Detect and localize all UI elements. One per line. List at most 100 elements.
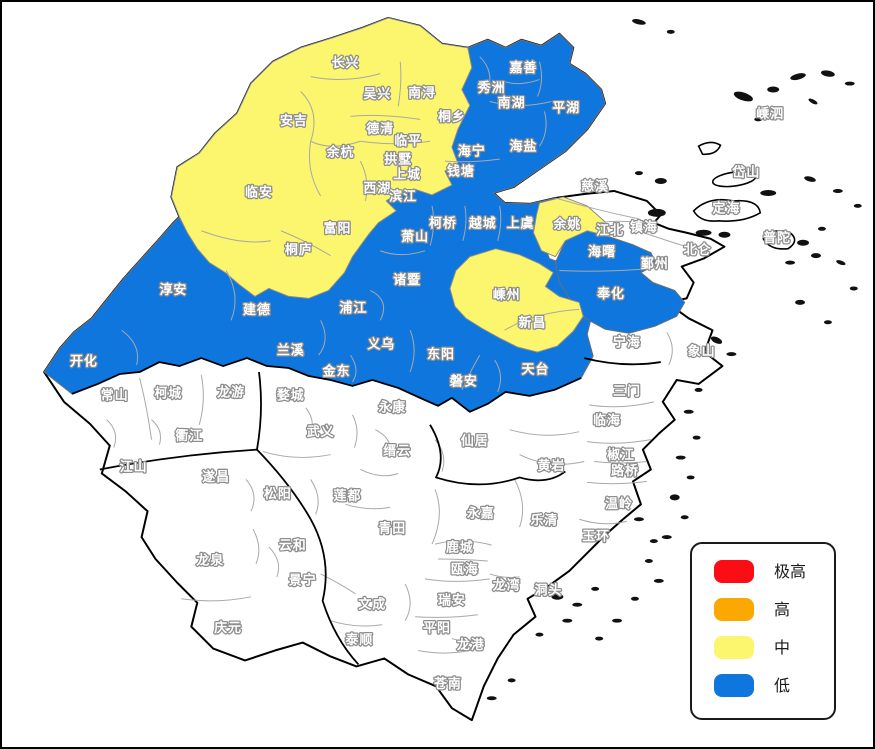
region-label: 拱墅 xyxy=(384,152,412,168)
region-label: 天台 xyxy=(522,362,550,378)
region-label: 鄞州 xyxy=(641,256,669,272)
region-label: 乐清 xyxy=(531,513,559,529)
legend-item-mid: 中 xyxy=(714,636,834,659)
region-label: 新昌 xyxy=(519,315,547,331)
region-label: 兰溪 xyxy=(277,343,305,359)
region-label: 柯城 xyxy=(155,385,183,401)
region-label: 青田 xyxy=(378,521,406,537)
region-label: 海宁 xyxy=(458,144,486,160)
region-label: 临平 xyxy=(394,133,422,149)
region-label: 黄岩 xyxy=(537,458,565,474)
region-label: 龙游 xyxy=(217,384,245,400)
region-label: 奉化 xyxy=(596,286,625,302)
region-label: 景宁 xyxy=(289,572,317,588)
legend-swatch-low xyxy=(714,674,754,697)
region-label: 开化 xyxy=(70,354,98,370)
region-label: 庆元 xyxy=(213,620,242,636)
region-label: 建德 xyxy=(243,302,271,318)
legend-item-extreme: 极高 xyxy=(714,560,834,583)
region-label: 平湖 xyxy=(552,101,580,116)
region-label: 婺城 xyxy=(276,387,305,403)
region-label: 缙云 xyxy=(382,443,411,459)
region-label: 安吉 xyxy=(280,113,308,129)
region-label: 诸暨 xyxy=(393,272,421,288)
region-medium-shengzhou-xinchang xyxy=(449,248,584,353)
region-label: 温岭 xyxy=(605,496,633,512)
region-label: 瓯海 xyxy=(451,561,479,577)
region-label: 遂昌 xyxy=(202,469,230,485)
region-label: 莲都 xyxy=(334,488,362,504)
region-label: 平阳 xyxy=(423,621,451,636)
region-label: 泰顺 xyxy=(344,632,373,648)
county-borders xyxy=(106,56,687,654)
legend-items: 极高高中低 xyxy=(714,560,834,697)
region-label: 龙泉 xyxy=(196,552,224,568)
region-label: 慈溪 xyxy=(581,179,609,195)
region-label: 普陀 xyxy=(763,230,791,246)
region-label: 洞头 xyxy=(534,582,562,598)
region-label: 松阳 xyxy=(264,486,292,502)
region-label: 浦江 xyxy=(340,300,368,316)
region-label: 苍南 xyxy=(433,676,462,692)
region-label: 镇海 xyxy=(630,219,658,235)
region-label: 岱山 xyxy=(731,165,760,181)
region-label: 义乌 xyxy=(366,337,395,353)
region-label: 永嘉 xyxy=(466,506,495,522)
region-label: 瑞安 xyxy=(438,592,466,608)
region-label: 椒江 xyxy=(607,447,635,463)
region-label: 萧山 xyxy=(401,229,429,245)
legend-swatch-mid xyxy=(714,636,754,659)
region-label: 金东 xyxy=(322,364,351,380)
region-label: 鹿城 xyxy=(446,540,474,556)
region-label: 北仑 xyxy=(684,242,712,258)
region-label: 文成 xyxy=(358,596,386,612)
legend-item-high: 高 xyxy=(714,598,834,621)
region-label: 江山 xyxy=(120,459,148,475)
region-label: 德清 xyxy=(366,121,394,137)
region-label: 南湖 xyxy=(498,95,526,111)
region-label: 江北 xyxy=(596,222,624,238)
region-label: 嘉善 xyxy=(509,60,538,76)
region-label: 衢江 xyxy=(175,428,203,444)
legend-label-high: 高 xyxy=(774,599,791,619)
region-label: 长兴 xyxy=(332,55,360,71)
region-label: 嵊泗 xyxy=(756,106,784,122)
region-label: 桐乡 xyxy=(438,109,466,125)
region-label: 上虞 xyxy=(507,215,535,231)
region-label: 钱塘 xyxy=(447,164,475,180)
region-label: 海盐 xyxy=(510,139,538,155)
region-label: 临海 xyxy=(593,412,621,428)
legend-label-mid: 中 xyxy=(774,637,791,657)
region-label: 临安 xyxy=(245,184,273,200)
region-label: 三门 xyxy=(613,383,641,399)
region-medium-northwest xyxy=(170,17,473,299)
region-label: 龙港 xyxy=(457,637,485,653)
region-label: 嵊州 xyxy=(493,287,521,303)
region-label: 路桥 xyxy=(611,463,639,479)
prefecture-borders xyxy=(71,357,661,666)
region-label: 永康 xyxy=(377,399,406,415)
islands xyxy=(486,19,862,701)
region-label: 仙居 xyxy=(461,433,489,449)
region-label: 西湖 xyxy=(363,181,391,196)
region-label: 柯桥 xyxy=(429,215,457,231)
region-label: 富阳 xyxy=(324,220,352,236)
region-label: 桐庐 xyxy=(285,242,313,258)
region-label: 磐安 xyxy=(450,373,478,389)
legend-label-extreme: 极高 xyxy=(774,561,807,581)
region-label: 宁海 xyxy=(613,335,641,351)
region-label: 越城 xyxy=(468,215,497,231)
legend-swatch-extreme xyxy=(714,560,754,583)
legend-label-low: 低 xyxy=(774,675,791,695)
region-medium-yuyao xyxy=(532,196,610,258)
legend: 极高高中低 xyxy=(690,542,836,720)
region-label: 秀洲 xyxy=(477,80,506,96)
region-label: 余姚 xyxy=(552,216,581,232)
region-label: 上城 xyxy=(393,167,421,183)
region-label: 海曙 xyxy=(588,244,616,260)
region-label: 武义 xyxy=(307,424,335,440)
region-label: 南浔 xyxy=(408,85,436,101)
